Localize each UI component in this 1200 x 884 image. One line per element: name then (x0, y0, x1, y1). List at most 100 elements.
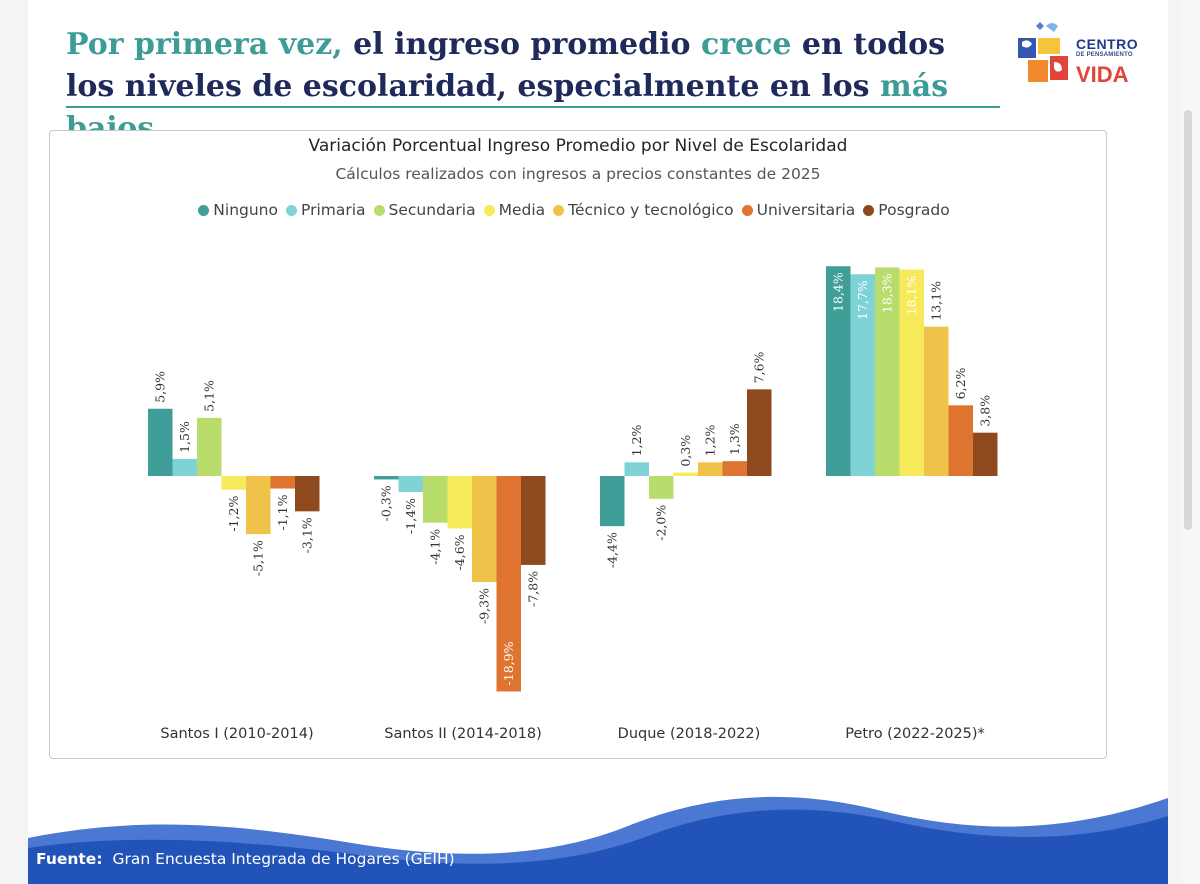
legend-swatch (373, 205, 385, 216)
legend-label: Primaria (301, 201, 366, 219)
bar[interactable] (172, 458, 198, 476)
legend-item-3[interactable]: Media (483, 201, 546, 219)
chart-legend: Ninguno Primaria Secundaria Media Técnico y … (50, 201, 1106, 219)
bar[interactable] (624, 462, 650, 476)
data-label: -3,1% (299, 517, 314, 553)
data-label: -18,9% (501, 641, 516, 685)
bar[interactable] (924, 326, 949, 476)
logo: CENTRO DE PENSAMIENTO VIDA (1010, 18, 1150, 90)
bar[interactable] (826, 266, 851, 476)
bar[interactable] (722, 461, 748, 476)
bar[interactable] (948, 405, 974, 476)
legend-swatch (198, 205, 210, 216)
source-label: Fuente: (36, 850, 103, 868)
legend-label: Técnico y tecnológico (568, 201, 734, 219)
chart-plot: 5,9% 1,5% 5,1% -1,2% -5,1% -1,1% -3,1% Santos I… (148, 266, 998, 742)
bar[interactable] (221, 476, 247, 490)
legend-item-0[interactable]: Ninguno (198, 201, 278, 219)
data-label: -2,0% (653, 505, 668, 541)
data-label: 6,2% (953, 367, 968, 399)
bar[interactable] (698, 462, 723, 476)
data-label: 18,1% (904, 276, 919, 316)
data-label: -5,1% (250, 540, 265, 576)
bar[interactable] (472, 476, 497, 583)
data-label: 18,4% (830, 272, 845, 312)
bar[interactable] (270, 476, 296, 489)
bar[interactable] (899, 269, 925, 476)
chart-subtitle: Cálculos realizados con ingresos a preci… (335, 165, 821, 183)
headline-accent-crece: crece (700, 27, 792, 62)
bar[interactable] (875, 267, 900, 476)
category-label: Duque (2018-2022) (618, 726, 761, 742)
headline-text-1: el ingreso promedio (342, 27, 701, 62)
bar[interactable] (447, 476, 473, 529)
bar[interactable] (398, 476, 424, 492)
category-label: Petro (2022-2025)* (845, 726, 985, 742)
data-label: -4,1% (427, 529, 442, 565)
legend-swatch (286, 205, 297, 216)
bar[interactable] (295, 476, 320, 512)
source-text: Gran Encuesta Integrada de Hogares (GEIH… (112, 850, 455, 868)
data-label: -7,8% (525, 571, 540, 607)
data-label: 18,3% (879, 273, 894, 313)
data-label: -1,4% (403, 498, 418, 534)
data-label: 5,1% (201, 380, 216, 412)
bar[interactable] (496, 476, 522, 692)
legend-swatch (553, 205, 565, 216)
data-label: 0,3% (678, 435, 693, 467)
data-label: 13,1% (928, 281, 943, 321)
logo-icon (1018, 22, 1068, 82)
legend-label: Media (498, 201, 546, 219)
scrollbar-thumb[interactable] (1184, 110, 1192, 530)
bar-group-1: -0,3% -1,4% -4,1% -4,6% -9,3% -18,9% -7,8% (374, 476, 546, 692)
legend-swatch (863, 205, 875, 216)
bar[interactable] (148, 408, 173, 476)
legend-item-5[interactable]: Universitaria (741, 201, 856, 219)
bar[interactable] (374, 476, 399, 480)
data-label: -4,6% (452, 534, 467, 570)
bar[interactable] (600, 476, 625, 527)
data-label: 1,2% (629, 424, 644, 456)
bar[interactable] (747, 389, 772, 476)
data-label: 3,8% (977, 395, 992, 427)
legend-label: Ninguno (213, 201, 278, 219)
bar[interactable] (197, 417, 222, 476)
legend-label: Secundaria (388, 201, 476, 219)
logo-text-centro: CENTRO (1076, 36, 1139, 52)
legend-item-4[interactable]: Técnico y tecnológico (553, 201, 734, 219)
category-label: Santos I (2010-2014) (160, 726, 313, 742)
category-label: Santos II (2014-2018) (384, 726, 542, 742)
legend-item-2[interactable]: Secundaria (373, 201, 476, 219)
legend-item-1[interactable]: Primaria (286, 201, 366, 219)
bar[interactable] (246, 476, 271, 535)
bar[interactable] (973, 432, 998, 476)
chart-title: Variación Porcentual Ingreso Promedio po… (308, 136, 848, 156)
bar[interactable] (673, 472, 699, 476)
data-label: 5,9% (152, 371, 167, 403)
bar[interactable] (649, 476, 674, 499)
data-label: -0,3% (378, 485, 393, 521)
data-label: 1,3% (727, 423, 742, 455)
logo-text-pensamiento: DE PENSAMIENTO (1076, 52, 1133, 58)
headline-accent-primera-vez: Por primera vez, (66, 27, 343, 62)
data-label: -9,3% (476, 588, 491, 624)
bar-group-2: -4,4% 1,2% -2,0% 0,3% 1,2% 1,3% 7,6% (600, 351, 772, 568)
headline-underline (66, 106, 1000, 108)
data-label: 17,7% (855, 280, 870, 320)
legend-label: Posgrado (878, 201, 950, 219)
logo-text-vida: VIDA (1076, 62, 1129, 87)
legend-item-6[interactable]: Posgrado (863, 201, 950, 219)
data-label: 1,5% (177, 421, 192, 453)
legend-swatch (741, 205, 753, 216)
bar[interactable] (423, 476, 448, 523)
bar-group-0: 5,9% 1,5% 5,1% -1,2% -5,1% -1,1% -3,1% (148, 371, 320, 576)
data-label: 1,2% (702, 424, 717, 456)
headline-text-2: en todos los niveles de escolaridad, esp… (66, 27, 946, 104)
data-label: -1,2% (226, 496, 241, 532)
source-note: Fuente: Gran Encuesta Integrada de Hogare… (36, 850, 455, 868)
legend-label: Universitaria (756, 201, 856, 219)
bar-group-3: 18,4% 17,7% 18,3% 18,1% 13,1% 6,2% 3,8% (826, 266, 998, 476)
bottom-wave (28, 796, 1168, 884)
bar[interactable] (850, 274, 876, 476)
bar[interactable] (521, 476, 546, 565)
